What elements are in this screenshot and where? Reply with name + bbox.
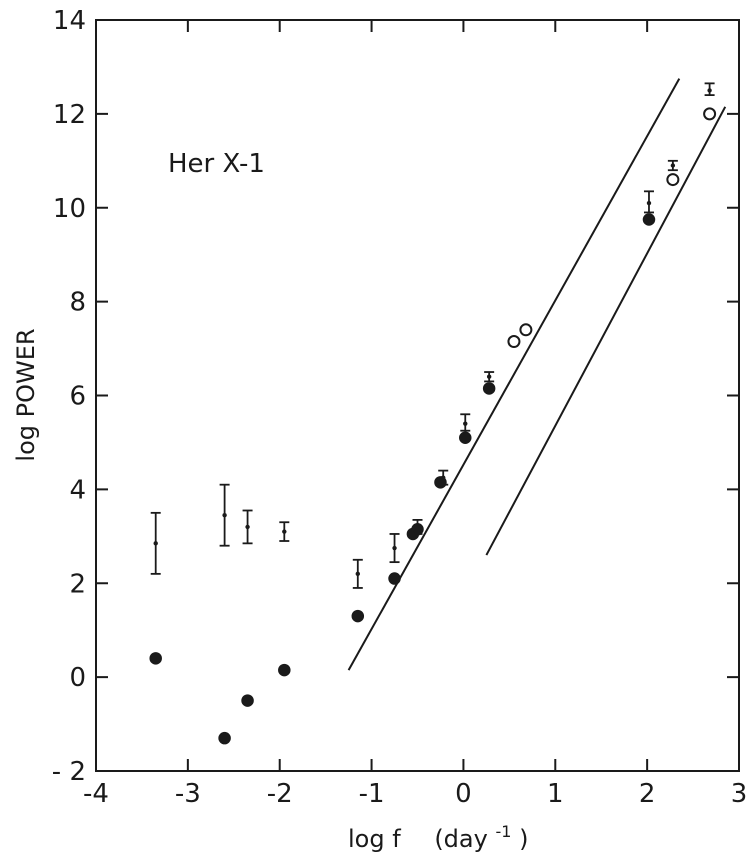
filled-circle-point — [278, 663, 291, 677]
filled-circle-point — [388, 572, 401, 585]
y-tick-label: 0 — [69, 663, 86, 693]
error-bar-point — [486, 374, 492, 379]
annotation-label: Her X-1 — [168, 149, 265, 179]
error-bar-point — [153, 541, 158, 546]
fit-line — [485, 106, 727, 556]
y-tick-label: 6 — [69, 382, 86, 412]
error-bar-point — [245, 524, 250, 530]
error-bar-point — [707, 88, 712, 93]
x-tick-label: -3 — [175, 779, 201, 809]
filled-circle-point — [351, 609, 365, 623]
filled-circle-point — [434, 476, 447, 489]
y-tick-label: - 2 — [52, 757, 86, 787]
filled-circle-point — [218, 731, 231, 745]
y-tick-label: 2 — [69, 569, 86, 599]
x-axis-unit-close: ) — [519, 825, 528, 853]
error-bar-series — [150, 82, 715, 589]
x-axis-unit-exponent: -1 — [495, 822, 511, 841]
error-bar-point — [646, 200, 652, 206]
plot-frame — [95, 19, 740, 772]
plot-border — [95, 19, 740, 772]
x-axis-label-name: log f — [348, 825, 401, 853]
x-tick-label: -4 — [83, 779, 109, 809]
open-circle-point — [703, 107, 717, 121]
y-axis-ticks: - 2 0 2 4 6 8 10 12 14 — [52, 6, 739, 787]
x-axis-ticks: -4 -3 -2 -1 0 1 2 3 — [83, 20, 747, 809]
error-bar-point — [392, 545, 397, 551]
filled-circle-point — [459, 431, 472, 444]
y-tick-label: 10 — [53, 194, 86, 224]
x-tick-label: 0 — [455, 779, 472, 809]
y-tick-label: 8 — [69, 288, 86, 318]
x-tick-label: 2 — [639, 779, 656, 809]
open-circle-point — [507, 335, 521, 349]
x-axis-label: log f (day -1 ) — [348, 815, 528, 853]
filled-circle-point — [411, 523, 424, 536]
error-bar-point — [463, 421, 468, 426]
filled-circle-point — [149, 652, 162, 665]
x-axis-unit: (day — [434, 825, 488, 853]
y-tick-label: 12 — [53, 100, 86, 130]
y-tick-label: 4 — [69, 475, 86, 505]
open-circle-series — [507, 107, 717, 349]
x-tick-label: 3 — [731, 779, 748, 809]
error-bar-point — [222, 512, 227, 518]
error-bar-point — [355, 571, 360, 577]
fit-lines — [347, 78, 727, 671]
filled-circle-point — [482, 382, 496, 395]
error-bar-point — [282, 529, 287, 534]
y-axis-label: log POWER — [12, 328, 40, 461]
fit-line — [347, 78, 681, 671]
y-tick-label: 14 — [53, 6, 86, 36]
open-circle-point — [519, 323, 533, 337]
filled-circle-point — [642, 213, 656, 226]
filled-circle-series — [149, 213, 656, 745]
x-tick-label: -2 — [267, 779, 293, 809]
x-tick-label: 1 — [547, 779, 564, 809]
open-circle-point — [666, 173, 680, 187]
filled-circle-point — [241, 694, 254, 707]
error-bar-point — [670, 163, 676, 168]
x-tick-label: -1 — [359, 779, 385, 809]
